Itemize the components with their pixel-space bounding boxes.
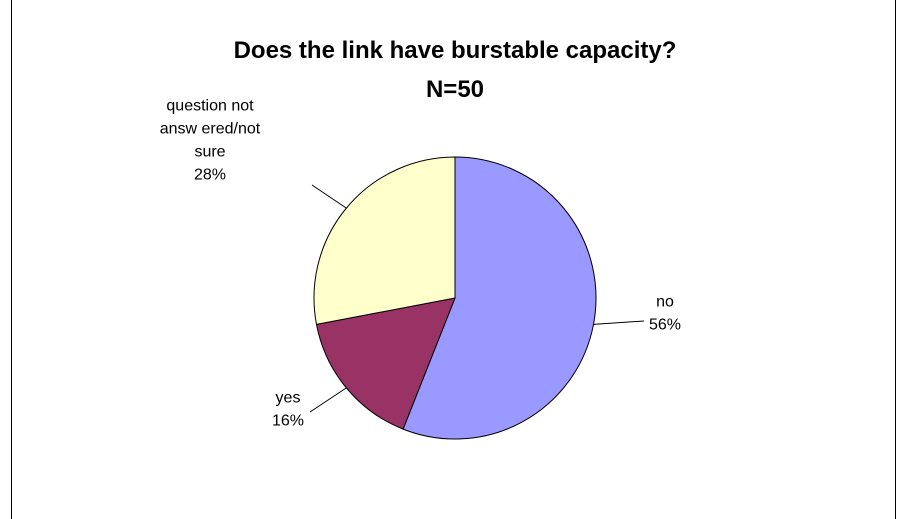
chart-subtitle: N=50	[426, 76, 484, 103]
slice-name-label: sure	[194, 144, 225, 161]
pie-slice-yes	[315, 297, 456, 430]
slice-percent-label: 56%	[649, 317, 681, 334]
slice-name-label: question not	[166, 98, 254, 115]
slice-percent-label: 16%	[272, 413, 304, 430]
slice-label: question not answ ered/not sure 28%	[160, 98, 261, 184]
slice-name-label: yes	[276, 390, 301, 407]
pie-slices	[313, 156, 597, 440]
leader-line	[311, 184, 347, 209]
slice-label: no 56%	[649, 294, 681, 334]
slice-name-label: answ ered/not	[160, 121, 261, 138]
chart-title: Does the link have burstable capacity?	[234, 37, 677, 64]
slice-name-label: no	[656, 294, 674, 311]
slice-labels: no 56% yes 16% question not answ ered/not sure…	[160, 98, 681, 430]
leader-line	[593, 320, 645, 325]
pie-slice-no	[402, 156, 597, 440]
leader-lines	[309, 184, 645, 413]
slice-label: yes 16%	[272, 390, 304, 430]
pie-slice-question-not-answ-ered-not-sure	[313, 156, 456, 326]
slice-percent-label: 28%	[194, 167, 226, 184]
leader-line	[309, 387, 347, 413]
